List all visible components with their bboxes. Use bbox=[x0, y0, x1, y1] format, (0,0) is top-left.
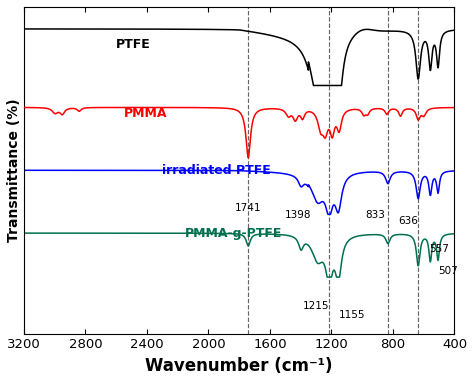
Text: PMMA: PMMA bbox=[124, 107, 167, 120]
Y-axis label: Transmittance (%): Transmittance (%) bbox=[7, 99, 21, 242]
Text: 557: 557 bbox=[429, 244, 449, 254]
Text: 507: 507 bbox=[438, 266, 458, 276]
Text: 833: 833 bbox=[365, 210, 385, 220]
Text: PMMA-g-PTFE: PMMA-g-PTFE bbox=[185, 227, 283, 240]
Text: 1215: 1215 bbox=[302, 301, 329, 311]
Text: PTFE: PTFE bbox=[116, 38, 151, 51]
Text: irradiated PTFE: irradiated PTFE bbox=[162, 164, 271, 177]
Text: 636: 636 bbox=[398, 216, 418, 226]
Text: 1155: 1155 bbox=[338, 310, 365, 320]
Text: 1741: 1741 bbox=[235, 203, 262, 213]
Text: 1398: 1398 bbox=[284, 210, 311, 220]
X-axis label: Wavenumber (cm⁻¹): Wavenumber (cm⁻¹) bbox=[146, 357, 333, 375]
